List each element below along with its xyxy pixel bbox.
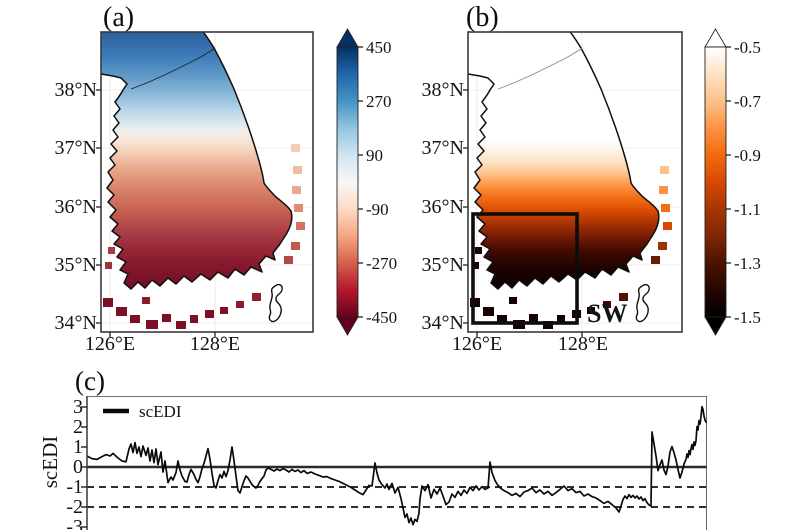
sw-region-label: SW — [587, 299, 627, 328]
panel-b-label: (b) — [466, 2, 499, 33]
colorbar-a-tick-0: 450 — [366, 38, 392, 57]
panel-a-label: (a) — [103, 2, 135, 33]
colorbar-b-tick-1: -0.7 — [734, 92, 761, 111]
timeseries-frame — [86, 396, 707, 530]
colorbar-b-arrow-bottom — [704, 316, 727, 336]
colorbar-a-tick-2: 90 — [366, 146, 383, 165]
colorbar-b-tick-marks — [726, 46, 731, 318]
lat-tick-b-38n: 38°N — [421, 79, 464, 101]
lon-tick-a-128e: 128°E — [189, 333, 241, 355]
lat-tick-b-37n: 37°N — [421, 137, 464, 159]
colorbar-a-tick-marks — [358, 46, 363, 318]
colorbar-a-arrow-bottom — [336, 316, 359, 336]
lon-tick-b-126e: 126°E — [451, 333, 503, 355]
colorbar-a-tick-3: -90 — [366, 200, 389, 219]
lon-tick-b-128e: 128°E — [557, 333, 609, 355]
island-outline-b — [635, 283, 650, 323]
map-a-frame — [100, 31, 314, 333]
dmz-line-a — [130, 47, 216, 90]
map-a — [96, 31, 314, 337]
map-b-coastal-cells — [472, 166, 672, 269]
map-b-data-field — [468, 32, 659, 289]
timeseries-plot: scEDI — [81, 396, 707, 530]
colorbar-b: -0.5 -0.7 -0.9 -1.1 -1.3 -1.5 — [704, 28, 761, 336]
lon-tick-a-126e: 126°E — [84, 333, 136, 355]
legend-label: scEDI — [139, 402, 182, 421]
map-a-data-field — [101, 32, 292, 289]
ytick-0: 0 — [73, 456, 83, 478]
colorbar-a: 450 270 90 -90 -270 -450 — [336, 28, 397, 336]
lat-tick-a-35n: 35°N — [54, 254, 97, 276]
colorbar-b-arrow-top — [704, 28, 727, 48]
colorbar-a-bar — [336, 46, 359, 318]
colorbar-b-tick-3: -1.1 — [734, 200, 761, 219]
lat-tick-a-34n: 34°N — [54, 312, 97, 334]
colorbar-b-tick-4: -1.3 — [734, 254, 761, 273]
panel-c-label: (c) — [75, 366, 105, 396]
lat-tick-a-38n: 38°N — [54, 79, 97, 101]
colorbar-b-tick-0: -0.5 — [734, 38, 761, 57]
ytick-2: 2 — [73, 416, 83, 438]
ytick-m3: -3 — [66, 516, 83, 530]
colorbar-b-bar — [704, 46, 727, 318]
map-b: SW — [463, 31, 683, 337]
coastline-b — [467, 31, 660, 290]
ytick-m1: -1 — [66, 476, 83, 498]
colorbar-a-arrow-top — [336, 28, 359, 48]
lat-tick-b-34n: 34°N — [421, 312, 464, 334]
colorbar-a-tick-1: 270 — [366, 92, 392, 111]
colorbar-b-tick-2: -0.9 — [734, 146, 761, 165]
lat-tick-a-36n: 36°N — [54, 196, 97, 218]
ytick-m2: -2 — [66, 496, 83, 518]
colorbar-b-tick-5: -1.5 — [734, 308, 761, 327]
scedi-series — [86, 405, 707, 526]
map-a-ticks — [96, 89, 216, 337]
island-outline-a — [268, 283, 283, 323]
ytick-3: 3 — [73, 396, 83, 418]
lat-tick-b-36n: 36°N — [421, 196, 464, 218]
map-a-islands — [103, 293, 261, 329]
dmz-line-b — [497, 47, 583, 90]
timeseries-ytick-marks — [81, 406, 87, 528]
coastline-a — [100, 31, 293, 290]
sw-region-box — [471, 212, 579, 325]
lat-tick-a-37n: 37°N — [54, 137, 97, 159]
map-b-ticks — [463, 89, 583, 337]
map-a-coastal-cells — [105, 144, 305, 269]
map-b-frame — [467, 31, 683, 333]
ytick-1: 1 — [73, 436, 83, 458]
colorbar-a-tick-4: -270 — [366, 254, 397, 273]
colorbar-a-tick-5: -450 — [366, 308, 397, 327]
lat-tick-b-35n: 35°N — [421, 254, 464, 276]
